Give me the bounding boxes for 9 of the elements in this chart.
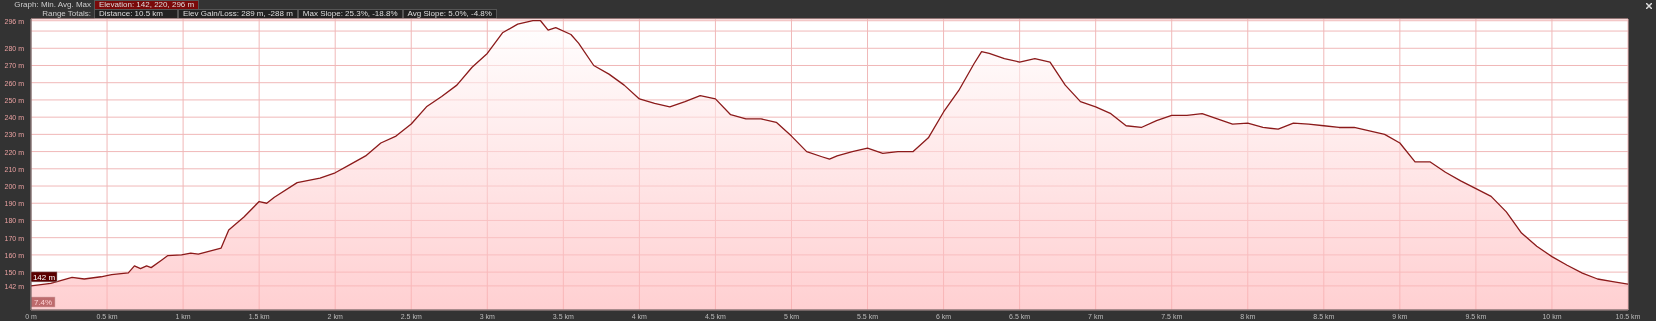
annotation: 7.4%	[33, 298, 53, 307]
annotation: 142 m	[32, 272, 56, 282]
text: Elev Gain/Loss: 289 m, -288 m	[178, 8, 298, 19]
text: Max Slope: 25.3%, -18.8%	[297, 8, 403, 19]
text: Graph: Min. Avg. Max	[13, 0, 92, 9]
text: Elevation: 142, 220, 296 m	[94, 0, 200, 10]
text: Range Totals:	[41, 9, 92, 18]
text: Avg Slope: 5.0%, -4.8%	[402, 8, 497, 19]
text: Distance: 10.5 km	[94, 8, 178, 19]
